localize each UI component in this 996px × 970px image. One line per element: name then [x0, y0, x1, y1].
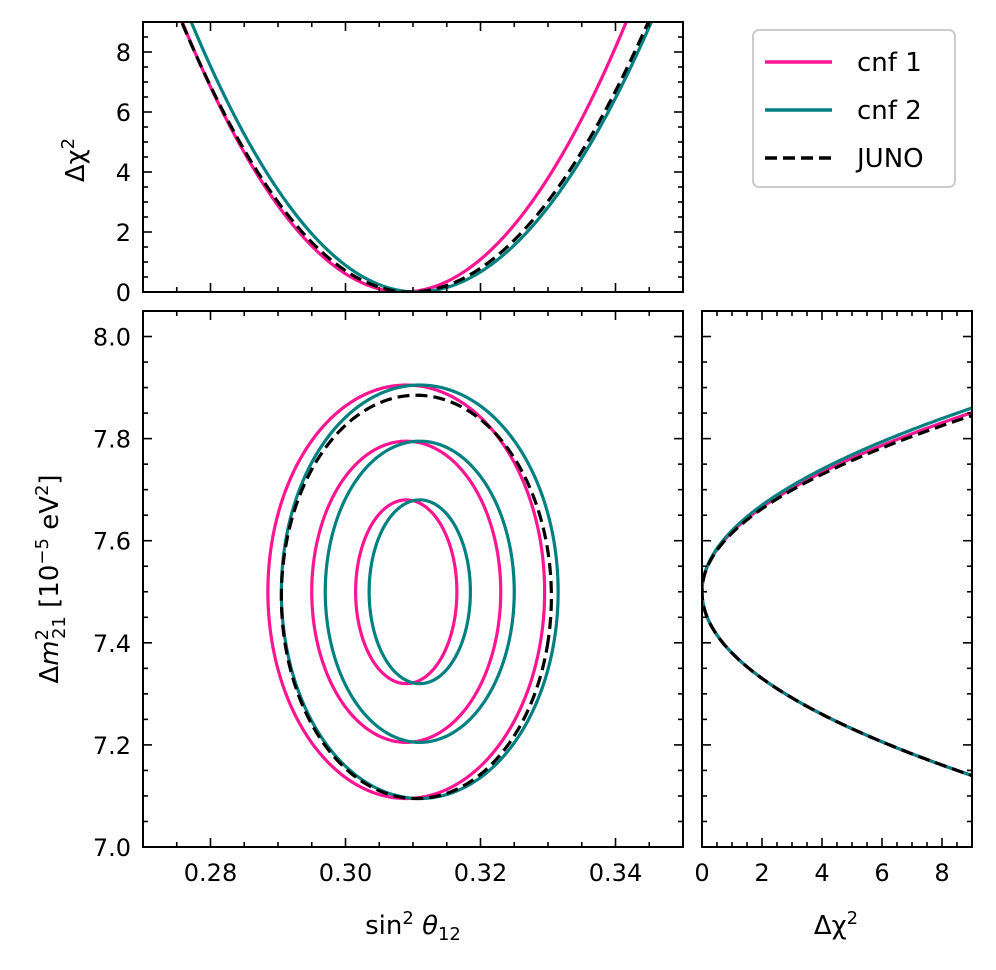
legend-box: [752, 29, 956, 188]
contour-cnf2-2: [323, 439, 516, 744]
top-panel: 0 2 4 6 8 Δχ2: [58, 21, 684, 307]
contour-cnf2-3: [279, 383, 560, 801]
right-curve-cnf2: [702, 406, 972, 778]
right-xtick-label: 4: [814, 859, 829, 887]
top-ytick-label: 4: [116, 159, 131, 187]
main-xtick-label: 0.34: [589, 859, 642, 887]
top-ylabel: Δχ2: [58, 138, 91, 182]
right-xtick-label: 8: [934, 859, 949, 887]
top-ytick-label: 2: [116, 219, 131, 247]
right-xlabel: Δχ2: [814, 908, 858, 941]
top-ytick-label: 8: [116, 39, 131, 67]
contour-cnf1-3: [266, 383, 547, 801]
right-curve-cnf1: [702, 410, 972, 778]
right-xtick-label: 2: [754, 859, 769, 887]
main-ytick-label: 8.0: [93, 324, 131, 352]
main-xtick-label: 0.28: [184, 859, 237, 887]
contour-cnf1-2: [310, 439, 503, 744]
legend-label-cnf2: cnf 2: [857, 96, 922, 126]
main-ytick-label: 7.4: [93, 630, 131, 658]
main-ytick-label: 7.6: [93, 528, 131, 556]
top-curve-juno: [179, 22, 651, 292]
contour-cnf2-1: [367, 498, 472, 686]
legend: cnf 1 cnf 2 JUNO: [752, 29, 956, 188]
main-panel: 0.28 0.30 0.32 0.34 7.0 7.2 7.4 7.6 7.8 8.0 sin2 …: [32, 310, 684, 945]
right-frame: [701, 310, 973, 848]
top-curve-cnf1: [180, 22, 628, 292]
right-panel: 0 2 4 6 8 Δχ2: [694, 310, 973, 941]
main-xtick-label: 0.30: [319, 859, 372, 887]
right-xtick-label: 6: [874, 859, 889, 887]
main-xlabel: sin2 θ12: [365, 908, 461, 945]
main-frame: [142, 310, 684, 848]
contour-cnf1-1: [354, 498, 459, 686]
right-curve-juno: [702, 413, 972, 778]
contour-juno-1: [279, 393, 553, 801]
main-ytick-label: 7.8: [93, 426, 131, 454]
top-ytick-label: 6: [116, 99, 131, 127]
top-ytick-label: 0: [116, 279, 131, 307]
main-ytick-label: 7.0: [93, 834, 131, 862]
top-frame: [142, 21, 684, 293]
top-curve-cnf2: [189, 22, 654, 292]
main-ytick-label: 7.2: [93, 732, 131, 760]
main-xtick-label: 0.32: [454, 859, 507, 887]
main-ylabel: Δm221 [10−5 eV2]: [32, 474, 70, 683]
legend-label-juno: JUNO: [855, 144, 924, 174]
legend-label-cnf1: cnf 1: [857, 48, 922, 78]
right-xtick-label: 0: [694, 859, 709, 887]
